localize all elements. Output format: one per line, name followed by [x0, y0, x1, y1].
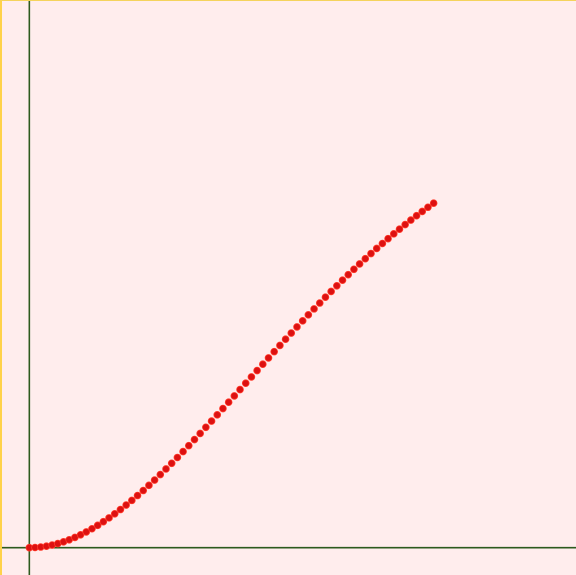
data-point	[424, 203, 432, 212]
data-point	[202, 423, 210, 432]
data-point	[259, 360, 267, 369]
data-point	[310, 305, 318, 313]
data-point	[350, 265, 358, 274]
data-point	[145, 481, 153, 490]
data-points	[25, 199, 438, 552]
data-point	[344, 270, 353, 279]
data-point	[139, 486, 148, 495]
data-point	[116, 505, 125, 514]
data-point	[179, 447, 187, 456]
data-point	[173, 453, 182, 462]
data-point	[167, 459, 176, 468]
data-point	[236, 385, 244, 394]
data-point	[133, 491, 142, 500]
data-point	[82, 528, 91, 536]
data-point	[287, 329, 296, 337]
data-point	[327, 287, 335, 296]
data-point	[270, 347, 278, 356]
data-point	[230, 392, 239, 400]
data-point	[418, 207, 427, 216]
data-point	[196, 429, 204, 438]
data-point	[247, 373, 256, 381]
data-point	[219, 404, 227, 413]
data-point	[372, 244, 381, 253]
data-point	[304, 311, 313, 319]
data-point	[213, 411, 222, 419]
data-point	[105, 514, 113, 522]
data-point	[338, 276, 347, 284]
data-point	[361, 254, 370, 263]
data-point	[367, 249, 375, 258]
data-point	[412, 211, 421, 220]
data-point	[389, 230, 398, 238]
data-point	[401, 220, 409, 229]
data-point	[122, 501, 130, 509]
data-point	[293, 323, 301, 331]
data-point	[315, 299, 324, 307]
data-point	[395, 225, 404, 233]
data-point	[128, 496, 136, 505]
data-point	[378, 239, 387, 248]
data-point	[88, 524, 96, 533]
data-point	[207, 417, 216, 425]
data-point	[429, 199, 438, 207]
data-point	[190, 435, 199, 444]
data-point	[355, 260, 364, 268]
data-point	[281, 335, 290, 344]
data-point	[162, 465, 170, 473]
data-point	[264, 354, 273, 362]
data-point	[156, 470, 165, 479]
data-point	[276, 341, 284, 350]
data-point	[224, 398, 233, 407]
data-point	[321, 293, 330, 301]
data-point	[99, 517, 108, 526]
data-point	[150, 476, 159, 484]
data-point	[298, 317, 307, 325]
data-point	[384, 234, 392, 243]
data-point	[110, 509, 119, 518]
data-point	[407, 216, 415, 224]
data-point	[241, 379, 250, 388]
data-point	[93, 521, 102, 530]
data-point	[333, 281, 341, 290]
data-point	[253, 366, 261, 375]
data-point	[184, 441, 193, 450]
